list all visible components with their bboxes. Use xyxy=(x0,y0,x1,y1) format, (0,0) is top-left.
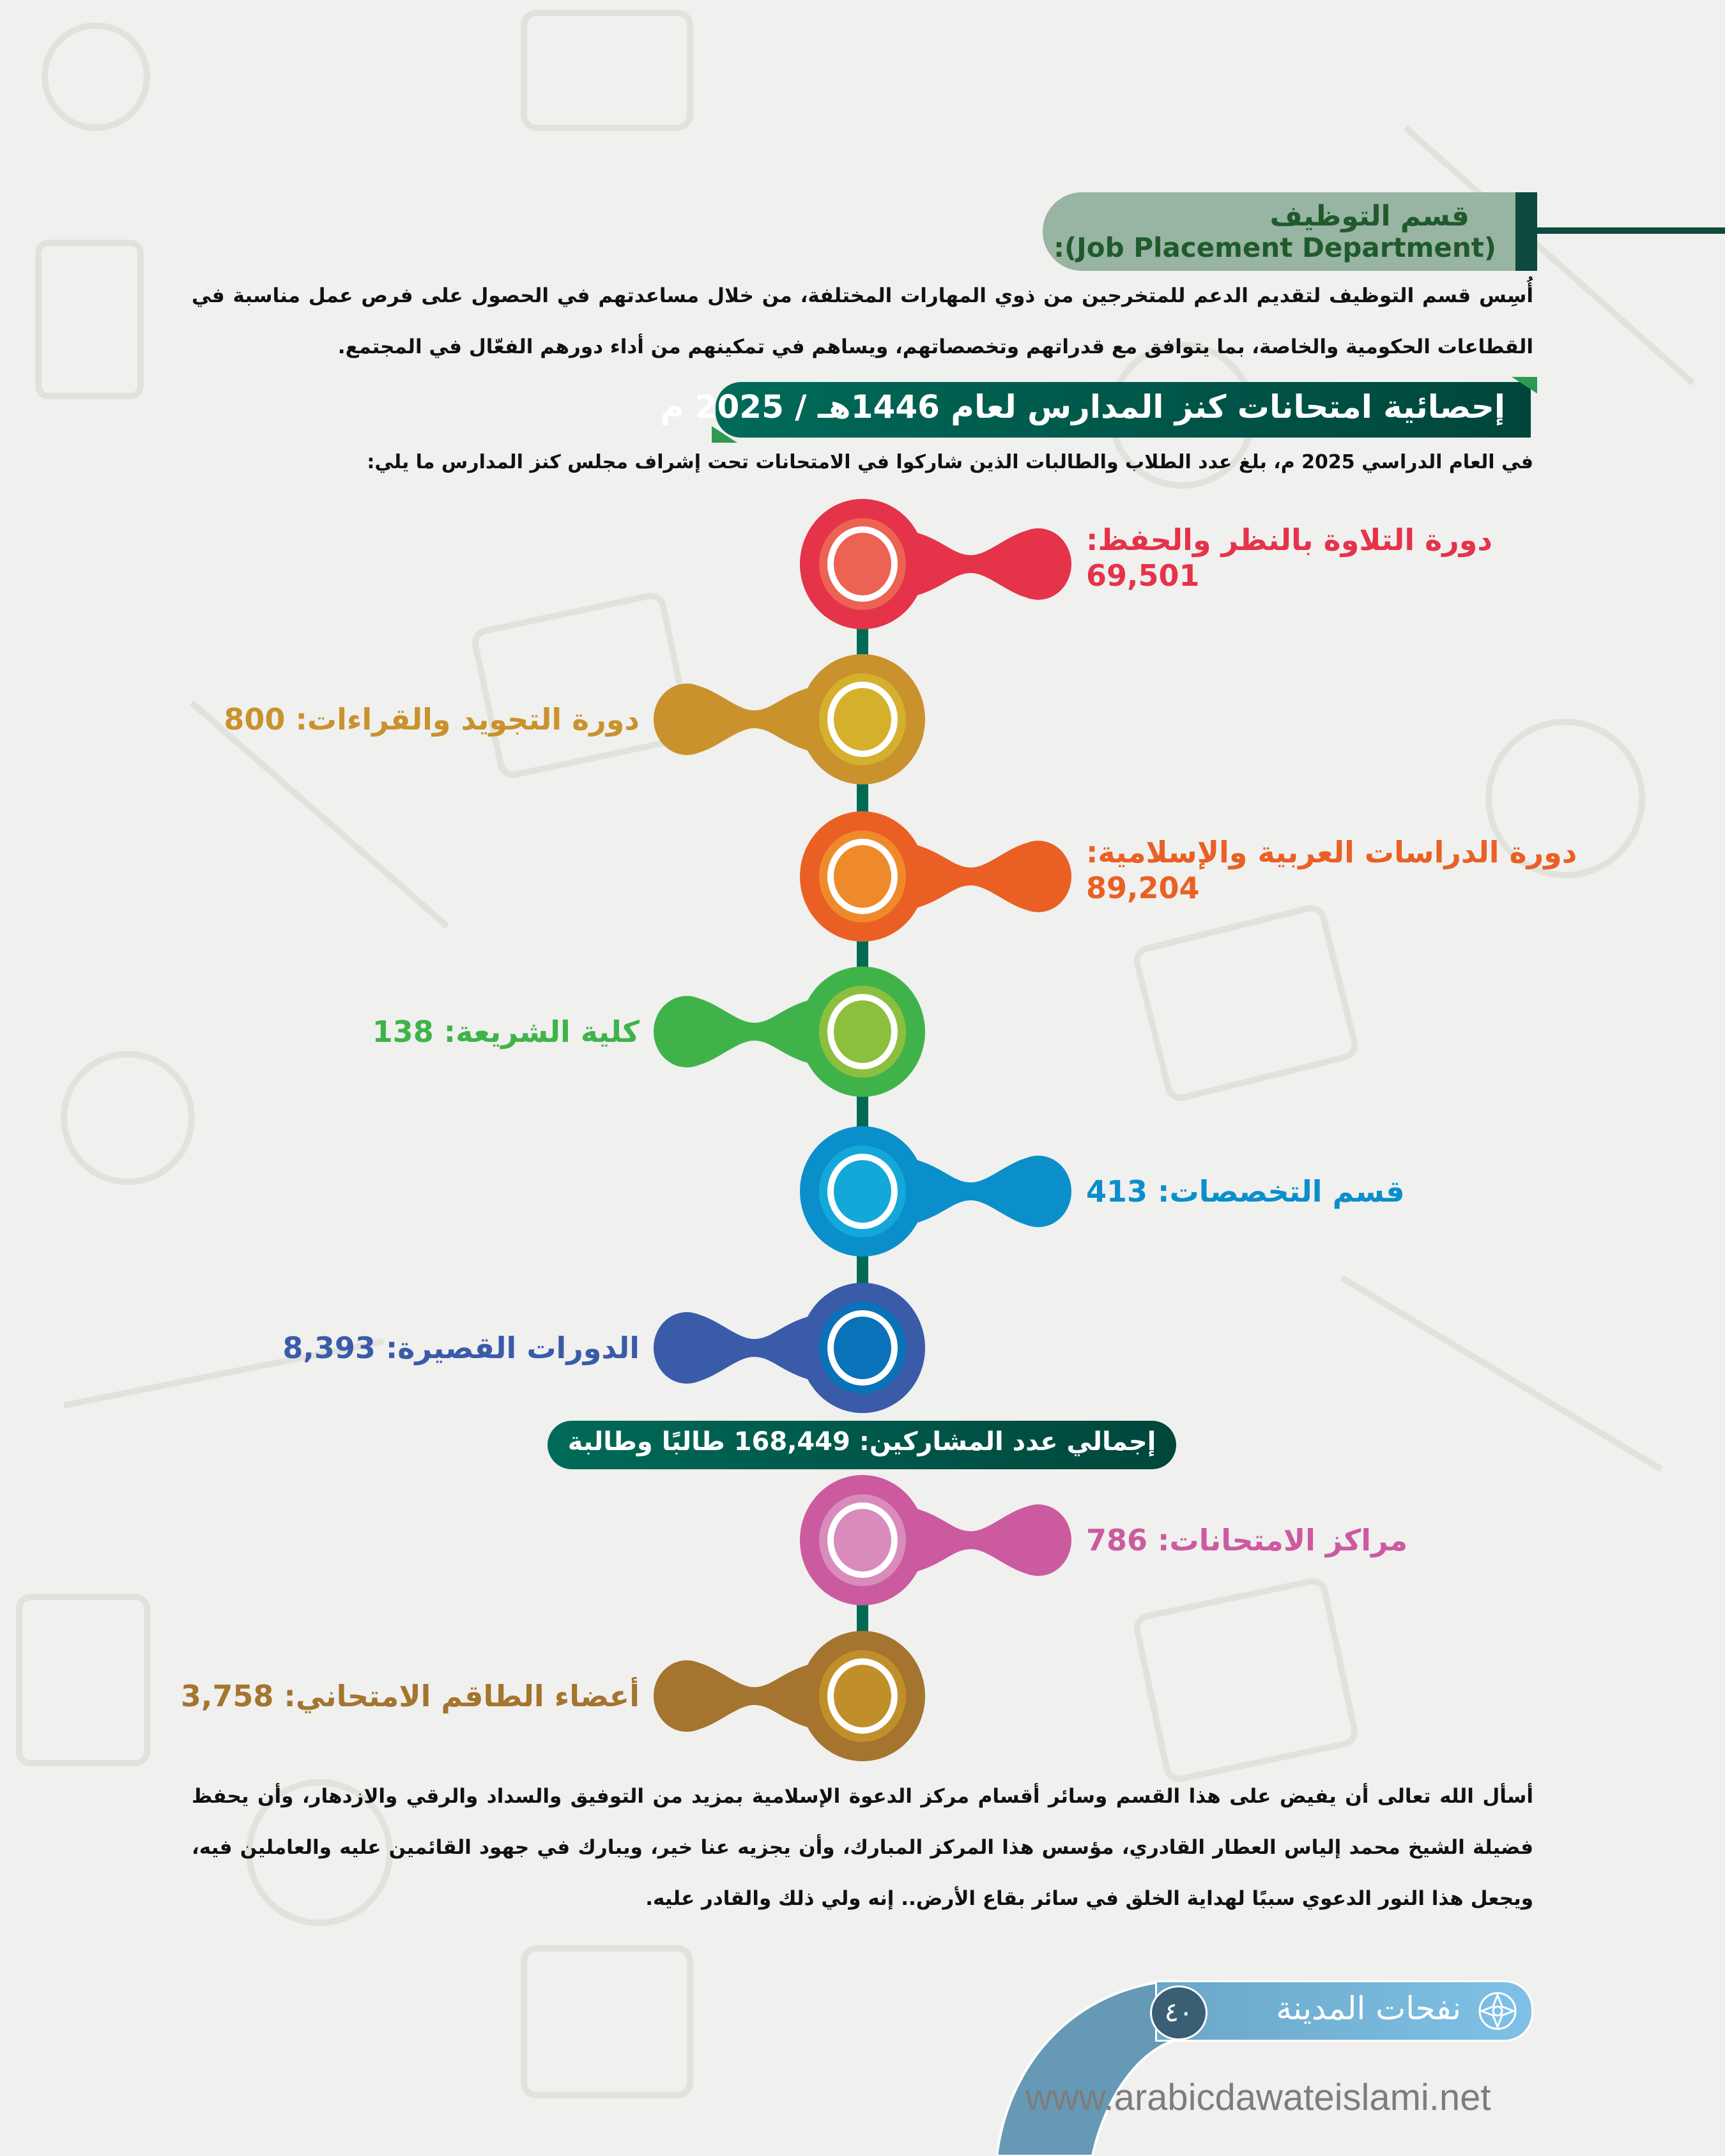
node-blob xyxy=(1005,1504,1071,1576)
timeline-node xyxy=(800,499,1071,629)
stat-label: الدورات القصيرة: 8,393 xyxy=(282,1330,640,1366)
stat-value: 800 xyxy=(224,702,286,737)
stat-value: 786 xyxy=(1086,1523,1148,1557)
islamic-star-ornament-icon xyxy=(1478,1992,1517,2030)
stats-banner-title: إحصائية امتحانات كنز المدارس لعام 1446هـ… xyxy=(660,388,1505,425)
node-ring xyxy=(827,1154,898,1229)
node-blob xyxy=(654,996,720,1067)
stats-intro: في العام الدراسي 2025 م، بلغ عدد الطلاب … xyxy=(367,451,1533,473)
stat-label: دورة الدراسات العربية والإسلامية: 89,204 xyxy=(1086,834,1577,906)
section-title: قسم التوظيف xyxy=(1269,200,1469,233)
node-ring xyxy=(827,526,898,602)
header-connector-line xyxy=(1533,227,1725,234)
stat-value: 413 xyxy=(1086,1174,1148,1209)
timeline-node xyxy=(654,967,925,1097)
stats-banner: إحصائية امتحانات كنز المدارس لعام 1446هـ… xyxy=(661,382,1531,438)
node-blob xyxy=(654,1660,720,1732)
stat-name: الدورات القصيرة: xyxy=(375,1331,640,1365)
stat-name: مراكز الامتحانات: xyxy=(1147,1523,1408,1557)
timeline-node xyxy=(654,1283,925,1413)
node-ring xyxy=(827,682,898,757)
timeline-node xyxy=(800,811,1071,942)
footer-arc xyxy=(997,1978,1190,2156)
timeline-node xyxy=(654,1631,925,1761)
stat-value: 3,758 xyxy=(180,1679,274,1713)
stat-label: قسم التخصصات: 413 xyxy=(1086,1174,1405,1209)
stat-value: 69,501 xyxy=(1086,558,1200,593)
magazine-title: نفحات المدينة xyxy=(1276,1990,1461,2027)
total-participants-text: إجمالي عدد المشاركين: 168,449 طالبًا وطا… xyxy=(567,1427,1156,1456)
stat-label: مراكز الامتحانات: 786 xyxy=(1086,1522,1407,1558)
stat-label: دورة التلاوة بالنظر والحفظ: 69,501 xyxy=(1086,522,1492,593)
node-ring xyxy=(827,839,898,914)
node-ring xyxy=(827,994,898,1069)
timeline-node xyxy=(800,1126,1071,1257)
footer-magazine-badge: نفحات المدينة xyxy=(1155,1980,1533,2042)
timeline-node xyxy=(654,654,925,784)
stat-name: دورة التجويد والقراءات: xyxy=(285,702,640,737)
stat-label: كلية الشريعة: 138 xyxy=(372,1014,640,1050)
stat-name: دورة التلاوة بالنظر والحفظ: xyxy=(1086,523,1492,557)
node-ring xyxy=(827,1310,898,1386)
stat-value: 138 xyxy=(372,1014,434,1049)
node-ring xyxy=(827,1502,898,1578)
timeline-node xyxy=(800,1475,1071,1605)
website-url: www.arabicdawateislami.net xyxy=(1025,2077,1491,2118)
node-blob xyxy=(654,684,720,755)
stat-name: دورة الدراسات العربية والإسلامية: xyxy=(1086,835,1577,869)
stat-value: 89,204 xyxy=(1086,871,1200,905)
stat-name: قسم التخصصات: xyxy=(1147,1174,1405,1209)
stat-label: دورة التجويد والقراءات: 800 xyxy=(224,701,640,737)
section-subtitle: :(Job Placement Department) xyxy=(1054,232,1496,263)
stat-name: أعضاء الطاقم الامتحاني: xyxy=(273,1679,640,1713)
stat-name: كلية الشريعة: xyxy=(433,1014,640,1049)
node-blob xyxy=(1005,1156,1071,1227)
section-header: قسم التوظيف :(Job Placement Department) xyxy=(1043,192,1537,271)
node-blob xyxy=(1005,528,1071,600)
page-number: ٤٠ xyxy=(1150,1985,1208,2040)
stat-value: 8,393 xyxy=(282,1331,376,1365)
stat-label: أعضاء الطاقم الامتحاني: 3,758 xyxy=(181,1678,640,1714)
total-participants-bar: إجمالي عدد المشاركين: 168,449 طالبًا وطا… xyxy=(548,1421,1176,1469)
node-blob xyxy=(1005,841,1071,912)
section-paragraph: أُسِس قسم التوظيف لتقديم الدعم للمتخرجين… xyxy=(192,284,1533,358)
node-ring xyxy=(827,1658,898,1734)
closing-paragraph: أسأل الله تعالى أن يفيض على هذا القسم وس… xyxy=(192,1785,1533,1910)
node-blob xyxy=(654,1312,720,1384)
